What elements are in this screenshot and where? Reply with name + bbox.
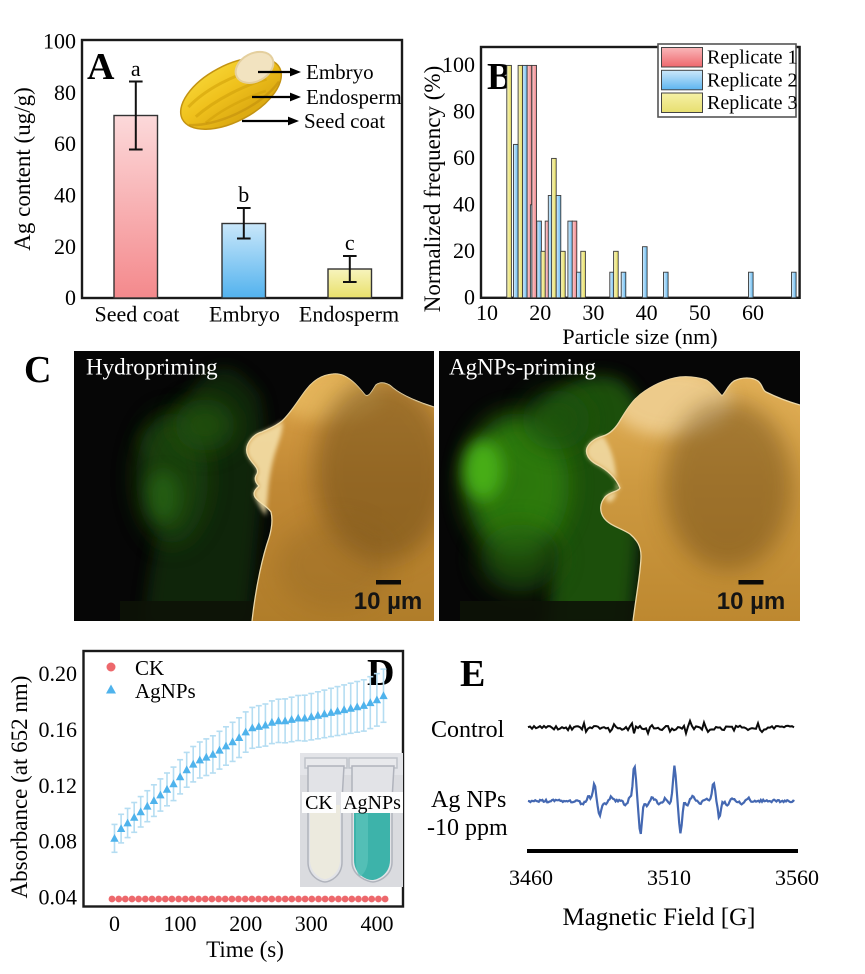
svg-text:E: E <box>460 653 485 695</box>
svg-text:CK: CK <box>305 792 333 814</box>
svg-text:C: C <box>24 349 51 391</box>
svg-text:Magnetic Field [G]: Magnetic Field [G] <box>562 904 755 931</box>
svg-text:Embryo: Embryo <box>209 302 280 327</box>
svg-text:3560: 3560 <box>775 865 819 890</box>
svg-text:A: A <box>87 46 115 88</box>
svg-text:0.12: 0.12 <box>39 773 78 798</box>
svg-text:80: 80 <box>54 80 76 105</box>
svg-text:CK: CK <box>135 656 164 680</box>
svg-text:10 µm: 10 µm <box>354 588 423 615</box>
svg-text:0.16: 0.16 <box>39 717 78 742</box>
svg-text:0.20: 0.20 <box>39 661 78 686</box>
svg-text:30: 30 <box>582 300 604 325</box>
svg-text:a: a <box>131 56 141 81</box>
svg-text:Ag content (ug/g): Ag content (ug/g) <box>10 87 35 251</box>
svg-text:0: 0 <box>464 285 475 310</box>
svg-text:Absorbance (at 652 nm): Absorbance (at 652 nm) <box>7 676 32 899</box>
svg-text:10 µm: 10 µm <box>717 588 786 615</box>
svg-text:10: 10 <box>476 300 498 325</box>
svg-text:3460: 3460 <box>509 865 553 890</box>
svg-text:0: 0 <box>109 911 120 936</box>
svg-text:50: 50 <box>689 300 711 325</box>
svg-text:-10 ppm: -10 ppm <box>427 815 508 841</box>
svg-text:60: 60 <box>54 131 76 156</box>
svg-text:0.08: 0.08 <box>39 829 78 854</box>
svg-text:Control: Control <box>431 717 505 743</box>
svg-text:0: 0 <box>65 285 76 310</box>
svg-text:60: 60 <box>453 145 475 170</box>
svg-text:400: 400 <box>361 911 394 936</box>
svg-text:100: 100 <box>442 52 475 77</box>
svg-text:40: 40 <box>453 192 475 217</box>
svg-text:20: 20 <box>529 300 551 325</box>
svg-text:20: 20 <box>453 238 475 263</box>
svg-text:AgNPs: AgNPs <box>135 679 196 703</box>
svg-text:Normalized frequency (%): Normalized frequency (%) <box>420 66 445 313</box>
svg-text:Hydropriming: Hydropriming <box>86 355 218 380</box>
svg-text:Embryo: Embryo <box>306 60 374 84</box>
svg-text:Seed coat: Seed coat <box>304 109 385 133</box>
svg-text:AgNPs-priming: AgNPs-priming <box>449 355 596 380</box>
svg-text:300: 300 <box>295 911 328 936</box>
svg-text:100: 100 <box>43 29 76 54</box>
svg-text:0.04: 0.04 <box>39 885 78 910</box>
svg-text:Replicate 1: Replicate 1 <box>707 47 798 69</box>
svg-text:Ag NPs: Ag NPs <box>431 787 506 813</box>
svg-text:Replicate 2: Replicate 2 <box>707 69 798 91</box>
svg-text:Seed coat: Seed coat <box>95 302 180 327</box>
svg-text:Particle size (nm): Particle size (nm) <box>562 324 717 349</box>
svg-text:b: b <box>238 182 249 207</box>
svg-text:Endosperm: Endosperm <box>299 302 399 327</box>
svg-text:40: 40 <box>54 183 76 208</box>
svg-text:20: 20 <box>54 234 76 259</box>
svg-text:40: 40 <box>636 300 658 325</box>
svg-text:Time (s): Time (s) <box>206 937 284 962</box>
svg-text:3510: 3510 <box>647 865 691 890</box>
svg-text:60: 60 <box>742 300 764 325</box>
svg-text:c: c <box>345 230 355 255</box>
svg-text:100: 100 <box>164 911 197 936</box>
svg-text:80: 80 <box>453 99 475 124</box>
svg-text:AgNPs: AgNPs <box>343 792 401 814</box>
svg-text:Replicate 3: Replicate 3 <box>707 92 798 114</box>
svg-text:200: 200 <box>229 911 262 936</box>
svg-text:D: D <box>367 652 394 694</box>
svg-text:Endosperm: Endosperm <box>306 85 402 109</box>
